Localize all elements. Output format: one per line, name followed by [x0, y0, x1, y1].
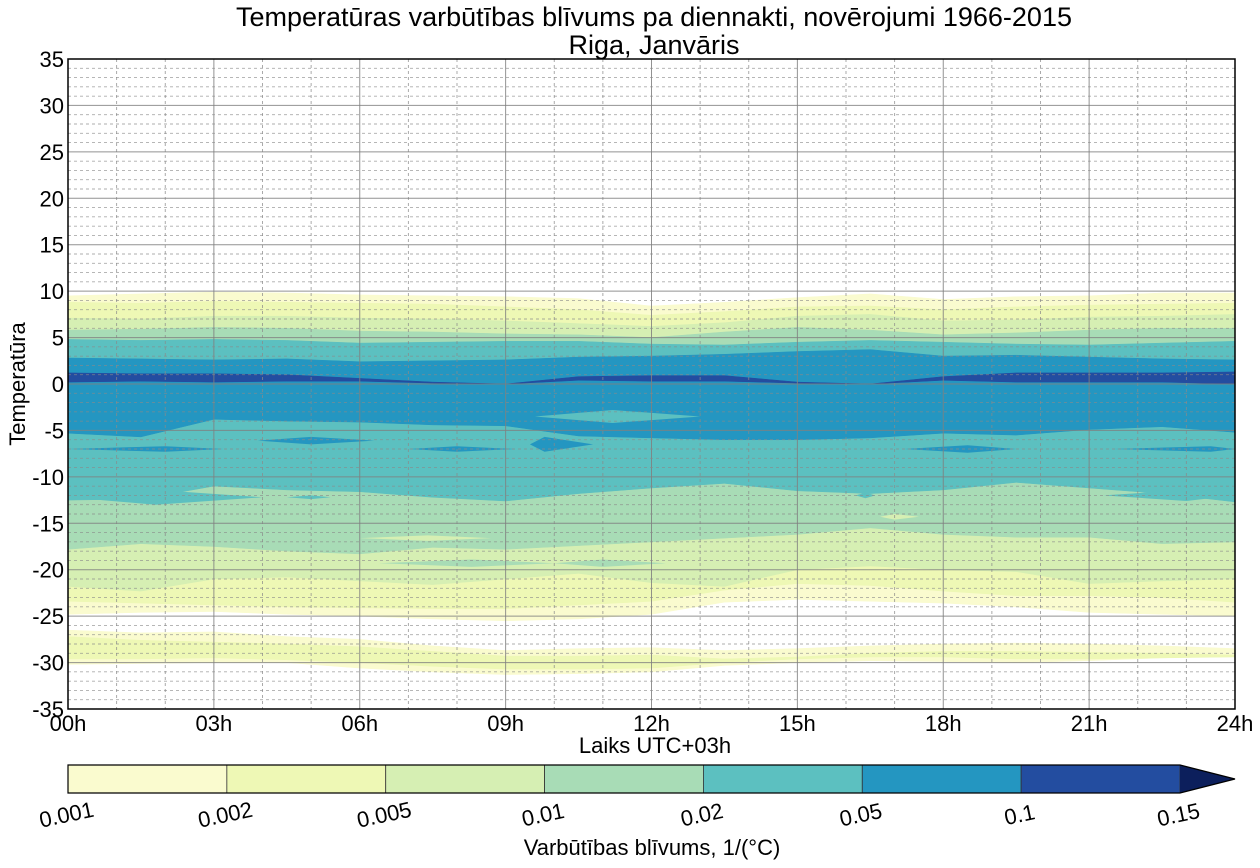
colorbar: 0.001 0.002 0.005 0.01 0.02 0.05 0.1 0.15 [37, 764, 1236, 833]
grid-lines [68, 59, 1235, 709]
y-tick-label: -35 [32, 697, 64, 722]
x-tick-label: 09h [487, 711, 524, 736]
contour-island [359, 535, 492, 541]
contour-island [1103, 489, 1235, 501]
y-tick-label: 10 [40, 279, 64, 304]
colorbar-segment [1020, 764, 1181, 794]
colorbar-tick-label: 0.001 [37, 797, 96, 833]
y-tick-label: -15 [32, 511, 64, 536]
colorbar-segment [544, 764, 704, 794]
y-tick-label: 35 [40, 47, 64, 72]
colorbar-outline [67, 764, 1236, 794]
contour-island [393, 481, 530, 488]
y-tick-label: 20 [40, 186, 64, 211]
colorbar-tick-label: 0.01 [519, 798, 566, 831]
x-axis-ticks: 00h 03h 06h 09h 12h 15h 18h 21h 24h [50, 711, 1254, 736]
y-axis-label: Temperatūra [5, 321, 30, 445]
colorbar-tick-label: 0.1 [1002, 799, 1037, 830]
y-tick-label: -5 [44, 418, 64, 443]
contour-island [529, 436, 594, 452]
colorbar-segment [861, 764, 1022, 794]
y-tick-label: -30 [32, 651, 64, 676]
y-tick-label: 5 [52, 326, 64, 351]
colorbar-label: Varbūtības blīvums, 1/(°C) [524, 835, 781, 860]
contour-island [904, 445, 1017, 453]
colorbar-segment [385, 764, 545, 794]
y-tick-label: -25 [32, 604, 64, 629]
y-tick-label: 15 [40, 233, 64, 258]
x-tick-label: 00h [50, 711, 87, 736]
y-tick-label: 0 [52, 372, 64, 397]
contour-island [880, 514, 919, 520]
colorbar-extend-arrow [1180, 765, 1235, 793]
plot-frame [67, 58, 1236, 710]
colorbar-segment [226, 764, 387, 794]
colorbar-tick-label: 0.002 [196, 797, 255, 833]
x-tick-label: 18h [925, 711, 962, 736]
y-tick-label: 25 [40, 140, 64, 165]
colorbar-tick-label: 0.15 [1155, 798, 1202, 831]
contour-island [408, 446, 516, 452]
colorbar-tick-label: 0.02 [678, 798, 725, 831]
chart-subtitle: Riga, Janvāris [568, 30, 739, 60]
y-tick-label: 30 [40, 93, 64, 118]
x-tick-label: 24h [1217, 711, 1254, 736]
x-tick-label: 03h [196, 711, 233, 736]
y-axis-ticks: -35 -30 -25 -20 -15 -10 -5 0 5 10 15 20 25 30 35 [32, 47, 64, 722]
x-tick-label: 15h [779, 711, 816, 736]
x-axis-label: Laiks UTC+03h [579, 733, 731, 758]
contour-island [68, 446, 224, 452]
colorbar-segment [703, 764, 863, 794]
x-tick-label: 21h [1071, 711, 1108, 736]
contour-island [855, 492, 876, 499]
colorbar-tick-label: 0.05 [837, 798, 884, 831]
x-tick-label: 06h [341, 711, 378, 736]
colorbar-tick-label: 0.005 [355, 797, 414, 833]
contour-island [534, 410, 701, 423]
y-tick-label: -20 [32, 558, 64, 583]
y-tick-label: -10 [32, 465, 64, 490]
chart-title: Temperatūras varbūtības blīvums pa dienn… [236, 2, 1072, 32]
contour-island [257, 436, 375, 445]
x-tick-label: 12h [633, 711, 670, 736]
contour-island [286, 495, 331, 500]
contour-island [554, 559, 667, 567]
colorbar-segment [67, 764, 228, 794]
contour-island [379, 559, 555, 567]
